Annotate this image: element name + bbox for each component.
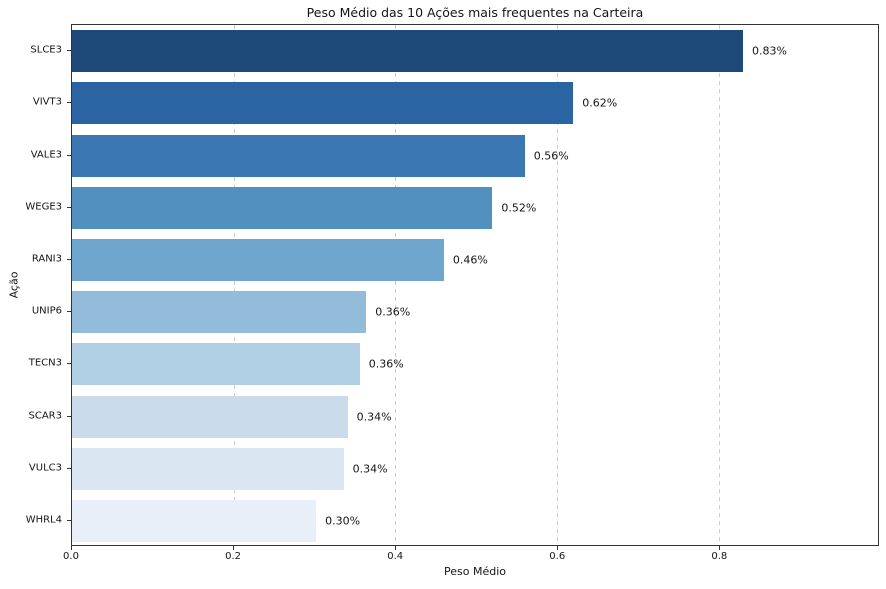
ytick-label-scar3: SCAR3 (28, 410, 62, 421)
ytick-label-vale3: VALE3 (30, 149, 62, 160)
ytick-label-tecn3: TECN3 (28, 357, 62, 369)
ytick-label-vulc3: VULC3 (28, 462, 62, 474)
ytick-label-rani3: RANI3 (31, 253, 62, 265)
bar-scar3 (72, 395, 348, 438)
ytick-mark-wege3 (67, 206, 71, 208)
x-axis-label: Peso Médio (444, 565, 506, 578)
ytick-label-slce3: SLCE3 (30, 44, 62, 56)
ytick-label-wege3: WEGE3 (25, 201, 62, 213)
bar-value-label-wege3: 0.52% (501, 201, 537, 215)
ytick-label-unip6: UNIP6 (31, 305, 62, 317)
gridline-x-0.8 (718, 25, 720, 545)
xtick-mark-0.2 (233, 546, 235, 550)
ytick-mark-whrl4 (67, 519, 71, 521)
ytick-mark-tecn3 (67, 363, 71, 365)
xtick-label-0.0: 0.0 (63, 551, 79, 562)
bar-whrl4 (72, 499, 317, 542)
xtick-label-0.8: 0.8 (711, 551, 728, 562)
xtick-label-0.2: 0.2 (225, 551, 242, 562)
ytick-label-vivt3: VIVT3 (32, 96, 62, 108)
bar-vulc3 (72, 447, 344, 490)
ytick-mark-rani3 (67, 258, 71, 260)
xtick-mark-0.4 (395, 546, 397, 550)
xtick-label-0.6: 0.6 (549, 551, 566, 562)
gridline-x-0.4 (395, 25, 397, 545)
xtick-label-0.4: 0.4 (387, 551, 404, 562)
ytick-label-whrl4: WHRL4 (25, 514, 62, 526)
bar-value-label-whrl4: 0.30% (325, 514, 361, 528)
ytick-mark-slce3 (67, 50, 71, 52)
ytick-mark-scar3 (67, 415, 71, 417)
bar-value-label-scar3: 0.34% (356, 410, 392, 423)
gridline-x-0.6 (557, 25, 559, 545)
xtick-mark-0.8 (719, 546, 721, 550)
bar-slce3 (72, 30, 743, 73)
bar-wege3 (72, 186, 493, 229)
ytick-mark-vulc3 (67, 467, 71, 469)
bar-vivt3 (72, 82, 574, 125)
y-axis-label: Ação (7, 271, 21, 299)
ytick-mark-unip6 (67, 311, 71, 313)
bar-tecn3 (72, 343, 360, 386)
ytick-mark-vivt3 (67, 102, 71, 104)
bar-value-label-slce3: 0.83% (751, 44, 787, 58)
xtick-mark-0.6 (557, 546, 559, 550)
bar-unip6 (72, 291, 367, 334)
xtick-mark-0.0 (71, 546, 72, 550)
bar-value-label-tecn3: 0.36% (368, 357, 404, 371)
bar-value-label-unip6: 0.36% (375, 305, 411, 319)
ytick-mark-vale3 (67, 154, 71, 156)
bar-value-label-vulc3: 0.34% (352, 462, 388, 476)
bar-rani3 (72, 238, 444, 281)
plot-area: 0.83% 0.62% 0.56% 0.52% 0.46% 0.36% 0.36% 0.34%… (71, 24, 879, 546)
gridline-x-0.2 (233, 25, 235, 545)
bar-vale3 (72, 134, 525, 177)
chart-title: Peso Médio das 10 Ações mais frequentes … (306, 5, 644, 20)
bar-value-label-vivt3: 0.62% (582, 96, 618, 110)
bar-value-label-vale3: 0.56% (533, 149, 569, 162)
bar-value-label-rani3: 0.46% (452, 253, 488, 267)
